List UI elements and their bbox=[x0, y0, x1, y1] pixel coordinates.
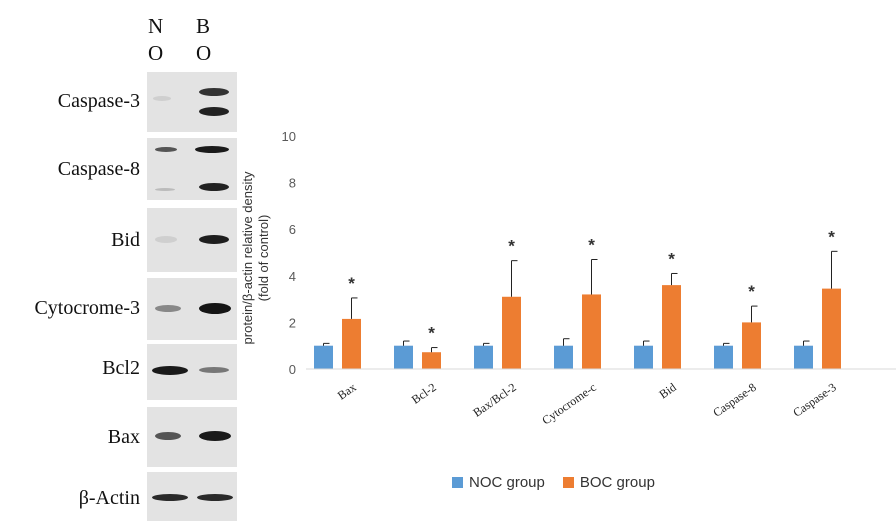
blot-band bbox=[199, 303, 231, 314]
blot-band bbox=[155, 305, 181, 312]
y-axis-title-line2: (fold of control) bbox=[256, 215, 271, 302]
significance-mark: * bbox=[828, 227, 835, 246]
category-label: Bid bbox=[656, 380, 678, 401]
bar-boc-1 bbox=[422, 352, 441, 369]
blot-panel-bax bbox=[147, 407, 237, 467]
blot-band bbox=[155, 188, 175, 191]
blot-panel-beta-actin bbox=[147, 472, 237, 521]
significance-mark: * bbox=[588, 235, 595, 254]
category-label: Caspase-8 bbox=[710, 380, 758, 420]
significance-mark: * bbox=[428, 324, 435, 343]
bar-boc-0 bbox=[342, 318, 361, 369]
y-tick-label: 6 bbox=[289, 222, 296, 237]
blot-band bbox=[199, 107, 229, 116]
y-tick-label: 8 bbox=[289, 176, 296, 191]
y-axis-title-line1: protein/β-actin relative density bbox=[240, 171, 255, 344]
blot-label-caspase-8: Caspase-8 bbox=[57, 158, 140, 180]
blot-band bbox=[155, 147, 177, 152]
blot-label-bid: Bid bbox=[111, 229, 140, 251]
lane-header-no-line1: N bbox=[148, 14, 164, 38]
bar-boc-6 bbox=[822, 288, 841, 369]
legend-swatch-boc bbox=[562, 477, 574, 488]
blot-band bbox=[155, 432, 181, 440]
category-label: Bcl-2 bbox=[409, 380, 439, 407]
blot-label-cytocrome-3: Cytocrome-3 bbox=[34, 297, 140, 319]
y-tick-label: 10 bbox=[282, 129, 296, 144]
blot-band bbox=[197, 494, 233, 501]
y-tick-label: 4 bbox=[289, 269, 296, 284]
category-label: Bax/Bcl-2 bbox=[470, 380, 518, 420]
bar-noc-3 bbox=[554, 345, 573, 369]
lane-header-no: N O bbox=[148, 16, 163, 64]
bar-noc-4 bbox=[634, 345, 653, 369]
blot-band bbox=[195, 146, 229, 153]
bar-noc-5 bbox=[714, 345, 733, 369]
blot-panel-caspase-8 bbox=[147, 138, 237, 200]
bar-boc-5 bbox=[742, 322, 761, 369]
blot-panel-caspase-3 bbox=[147, 72, 237, 132]
legend-label-boc: BOC group bbox=[579, 474, 655, 491]
bar-boc-2 bbox=[502, 296, 521, 369]
bar-noc-1 bbox=[394, 345, 413, 369]
blot-label-bcl2: Bcl2 bbox=[102, 357, 140, 379]
bar-noc-6 bbox=[794, 345, 813, 369]
lane-header-bo-line1: B bbox=[196, 14, 211, 38]
significance-mark: * bbox=[348, 274, 355, 293]
blot-label-caspase-3: Caspase-3 bbox=[57, 90, 140, 112]
blot-label-bax: Bax bbox=[107, 426, 140, 448]
legend-swatch-noc bbox=[452, 477, 463, 488]
blot-band bbox=[153, 96, 171, 101]
blot-band bbox=[199, 88, 229, 96]
blot-band bbox=[199, 367, 229, 373]
blot-band bbox=[199, 431, 231, 441]
blot-panel-bid bbox=[147, 208, 237, 272]
lane-header-bo: B O bbox=[196, 16, 211, 64]
category-label: Cytocrome-c bbox=[539, 380, 598, 427]
legend: NOC group BOC group bbox=[452, 474, 655, 491]
legend-label-noc: NOC group bbox=[469, 474, 545, 491]
bar-noc-2 bbox=[474, 345, 493, 369]
y-tick-label: 2 bbox=[289, 315, 296, 330]
bar-boc-3 bbox=[582, 294, 601, 369]
significance-mark: * bbox=[508, 237, 515, 256]
blot-band bbox=[199, 235, 229, 244]
y-tick-label: 0 bbox=[289, 362, 296, 377]
blot-band bbox=[152, 494, 188, 501]
significance-mark: * bbox=[668, 249, 675, 268]
lane-header-bo-line2: O bbox=[196, 41, 212, 65]
blot-band bbox=[155, 236, 177, 243]
blot-panel-bcl2 bbox=[147, 344, 237, 400]
category-label: Caspase-3 bbox=[790, 380, 838, 420]
bar-boc-4 bbox=[662, 285, 681, 369]
blot-label-beta-actin: β-Actin bbox=[78, 487, 140, 509]
category-label: Bax bbox=[335, 380, 359, 403]
significance-mark: * bbox=[748, 282, 755, 301]
blot-panel-cytocrome-3 bbox=[147, 278, 237, 340]
lane-header-no-line2: O bbox=[148, 41, 164, 65]
blot-band bbox=[199, 183, 229, 191]
blot-band bbox=[152, 366, 188, 375]
bar-noc-0 bbox=[314, 345, 333, 369]
